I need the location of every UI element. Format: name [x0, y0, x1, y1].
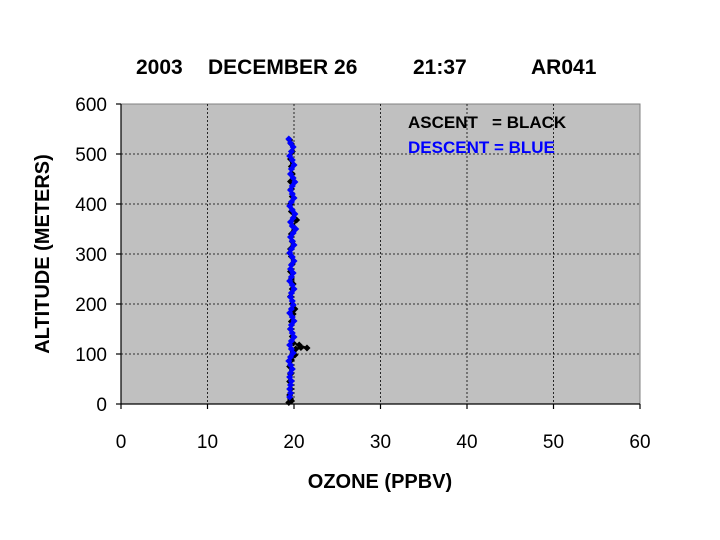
y-tick-label: 100: [75, 345, 107, 366]
x-tick-labels: 0 10 20 30 40 50 60: [116, 432, 651, 453]
y-tick-label: 300: [75, 245, 107, 266]
data-points: [285, 135, 311, 407]
x-tick-label: 40: [456, 432, 477, 453]
x-tick-label: 10: [197, 432, 218, 453]
y-tick-label: 500: [75, 145, 107, 166]
y-tick-label: 400: [75, 195, 107, 216]
x-tick-label: 0: [116, 432, 127, 453]
y-tick-label: 0: [96, 395, 107, 416]
y-tick-labels: 0 100 200 300 400 500 600: [75, 95, 107, 416]
x-tick-label: 30: [370, 432, 391, 453]
y-axis-label: ALTITUDE (METERS): [32, 154, 54, 354]
descent-series: [285, 135, 300, 401]
y-tick-label: 600: [75, 95, 107, 116]
legend-descent: DESCENT = BLUE: [408, 138, 555, 157]
data-point: [303, 344, 311, 352]
y-tick-label: 200: [75, 295, 107, 316]
x-axis-label: OZONE (PPBV): [308, 471, 452, 493]
chart-title: 2003 DECEMBER 26 21:37 AR041: [136, 56, 597, 79]
legend-ascent: ASCENT = BLACK: [408, 113, 567, 132]
data-point: [295, 341, 303, 349]
x-tick-label: 50: [543, 432, 564, 453]
data-point: [286, 393, 294, 401]
title-year: 2003: [136, 56, 183, 79]
title-time: 21:37: [413, 56, 467, 79]
axes: [116, 103, 641, 409]
x-tick-label: 20: [283, 432, 304, 453]
data-point: [287, 165, 295, 173]
x-tick-label: 60: [629, 432, 650, 453]
title-sonde-id: AR041: [531, 56, 597, 79]
legend: ASCENT = BLACK DESCENT = BLUE: [408, 113, 567, 157]
title-date: DECEMBER 26: [208, 56, 357, 79]
gridlines: [121, 104, 640, 404]
